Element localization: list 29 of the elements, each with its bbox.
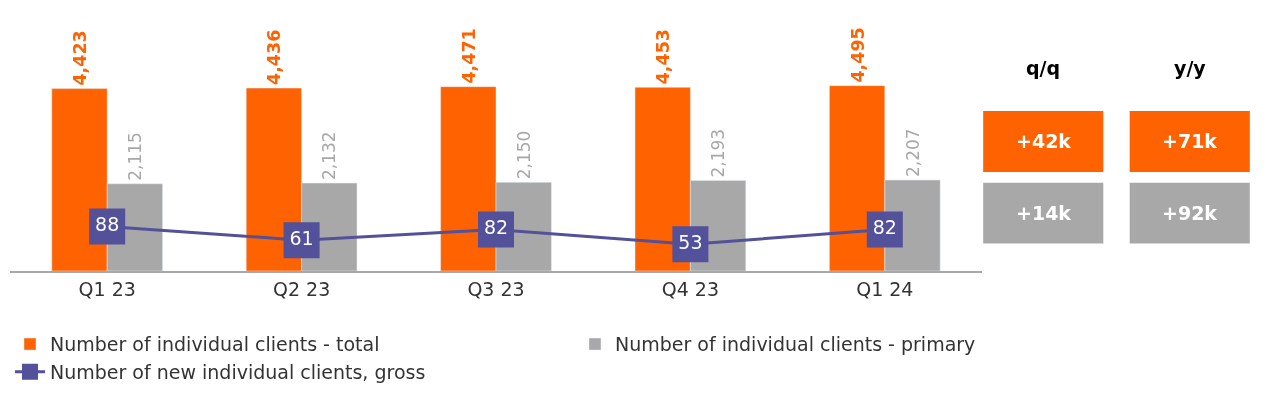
data-label: 2,115 — [124, 132, 145, 181]
text: +42k — [1016, 130, 1072, 152]
text: +14k — [1016, 202, 1072, 224]
legend-label: Number of new individual clients, gross — [50, 361, 426, 384]
data-label: 4,471 — [458, 28, 479, 84]
data-label: 4,495 — [847, 27, 868, 83]
category-label: q/q — [1026, 57, 1061, 79]
x-tick-label: Q4 23 — [661, 277, 720, 300]
data-label: 2,193 — [708, 128, 729, 178]
data-label: 88 — [95, 213, 120, 236]
text: +71k — [1162, 130, 1218, 152]
data-label: 4,453 — [653, 28, 674, 85]
data-label: 82 — [483, 216, 509, 239]
data-label: 4,423 — [69, 30, 90, 86]
x-tick-label: Q1 23 — [78, 277, 136, 300]
data-label: 2,207 — [902, 128, 923, 177]
data-label: 4,436 — [264, 29, 285, 86]
x-tick-label: Q2 23 — [272, 277, 331, 300]
data-label: 2,150 — [513, 130, 534, 180]
data-label: 82 — [872, 216, 897, 239]
data-label: 53 — [678, 230, 703, 253]
data-label: 61 — [289, 226, 314, 249]
data-label: 2,132 — [319, 131, 340, 181]
text: +92k — [1162, 202, 1218, 224]
x-tick-label: Q1 24 — [856, 277, 914, 300]
legend-label: Number of individual clients - primary — [615, 333, 976, 356]
category-label: y/y — [1174, 57, 1207, 79]
legend-label: Number of individual clients - total — [50, 333, 380, 356]
x-tick-label: Q3 23 — [467, 277, 525, 300]
